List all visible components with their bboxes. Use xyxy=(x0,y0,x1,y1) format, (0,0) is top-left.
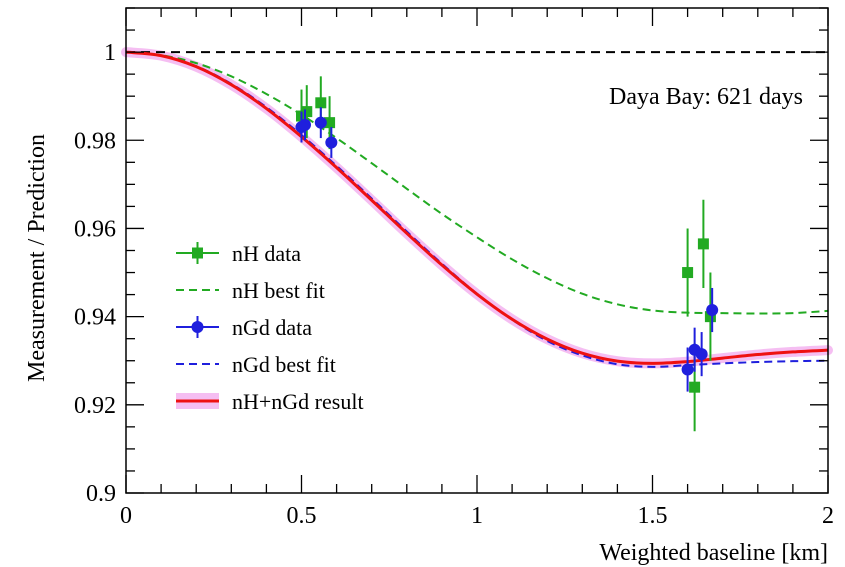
nh-data-marker xyxy=(689,381,701,393)
legend-item-nh-ngd-result: nH+nGd result xyxy=(176,389,364,414)
nh-data-marker xyxy=(324,117,336,129)
legend-swatch-marker xyxy=(191,321,204,333)
ngd-data-point xyxy=(681,347,694,392)
x-tick-label: 1.5 xyxy=(638,503,668,529)
y-tick-label: 0.98 xyxy=(74,128,116,154)
legend-label: nH best fit xyxy=(232,278,325,303)
nh-data-marker xyxy=(704,311,716,323)
legend-label: nGd best fit xyxy=(232,352,336,377)
y-axis-title: Measurement / Prediction xyxy=(24,134,50,382)
nh-data-point xyxy=(704,272,716,361)
ngd-data-point xyxy=(695,332,708,377)
y-tick-label: 0.94 xyxy=(74,305,116,331)
nh-ngd-result-curve xyxy=(125,50,829,365)
y-tick-label: 0.9 xyxy=(86,481,116,507)
y-tick-label: 0.96 xyxy=(74,216,116,242)
ngd-data-point xyxy=(299,109,312,141)
legend-label: nGd data xyxy=(232,315,312,340)
nh-data-marker xyxy=(315,97,327,109)
legend-item-nh-best-fit: nH best fit xyxy=(176,278,325,303)
y-tick-label: 0.92 xyxy=(74,393,116,419)
plot-annotation: Daya Bay: 621 days xyxy=(609,84,803,110)
axis-ticks xyxy=(125,7,829,494)
nh-data-point xyxy=(682,228,694,317)
x-tick-label: 0 xyxy=(120,503,132,529)
ngd-data-point xyxy=(706,287,719,333)
ngd-data-point xyxy=(325,127,338,158)
ngd-data-marker xyxy=(681,363,694,376)
legend-item-ngd-data: nGd data xyxy=(176,315,312,340)
nh-data-marker xyxy=(697,238,709,250)
legend-label: nH data xyxy=(232,241,301,266)
nh-data-point xyxy=(697,199,709,288)
legend-swatch-marker xyxy=(192,247,203,259)
legend-item-ngd-best-fit: nGd best fit xyxy=(176,352,336,377)
tick-labels: 0 0.5 1 1.5 2 0.9 0.92 0.94 0.96 0.98 1 xyxy=(74,40,834,529)
legend-item-nh-data: nH data xyxy=(176,241,301,266)
ngd-data-marker xyxy=(314,116,327,129)
ngd-data-marker xyxy=(325,136,338,149)
ngd-data-point xyxy=(314,107,327,139)
x-tick-label: 1 xyxy=(471,503,483,529)
x-tick-label: 2 xyxy=(822,503,834,529)
data-points-layer xyxy=(295,76,719,432)
nh-data-marker xyxy=(301,106,313,118)
y-tick-label: 1 xyxy=(104,40,116,66)
ngd-data-marker xyxy=(695,348,708,361)
ngd-data-marker xyxy=(299,118,312,131)
legend-label: nH+nGd result xyxy=(232,389,364,414)
legend: nH data nH best fit nGd data nGd best fit nH… xyxy=(176,241,364,414)
nh-data-marker xyxy=(682,267,694,279)
ngd-data-marker xyxy=(706,304,719,317)
x-axis-title: Weighted baseline [km] xyxy=(599,540,828,566)
x-tick-label: 0.5 xyxy=(287,503,317,529)
